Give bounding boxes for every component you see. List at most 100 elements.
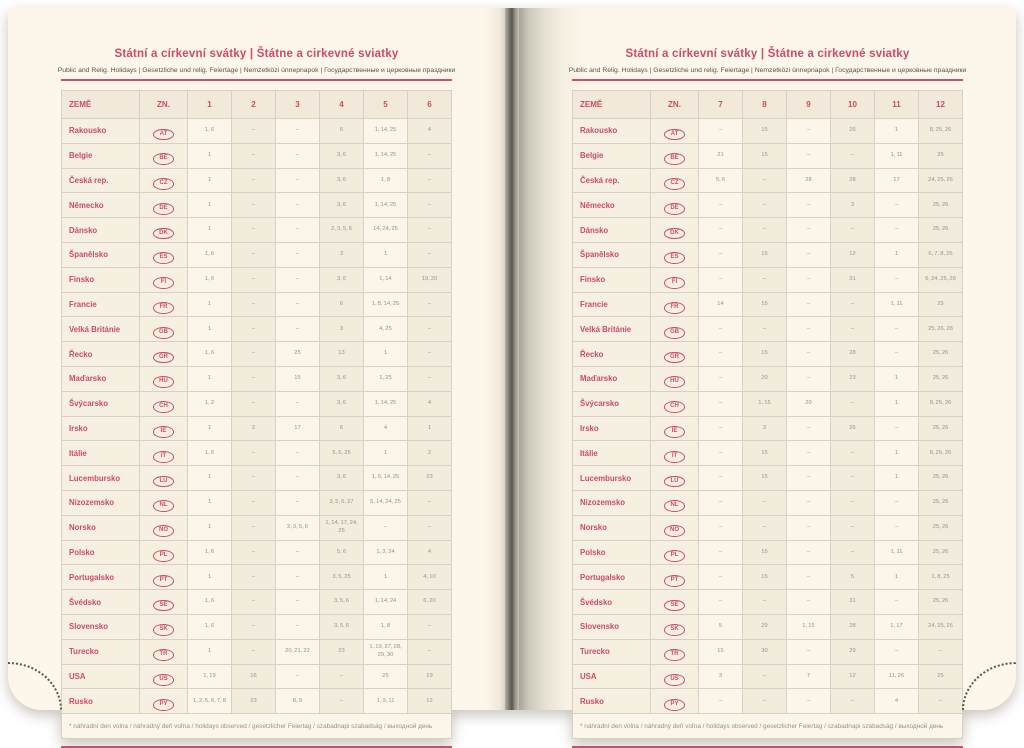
holiday-days-cell: 15 (275, 365, 320, 392)
holiday-days-cell: 3, 6 (319, 192, 364, 219)
country-name: Belgie (572, 142, 651, 169)
holiday-days-cell: 1 (187, 192, 232, 219)
country-name: Maďarsko (61, 365, 140, 392)
country-name: Česká rep. (572, 167, 651, 194)
holiday-days-cell: 25 (918, 291, 963, 318)
holiday-days-cell: 15 (742, 341, 787, 367)
holiday-days-cell: 1, 15 (786, 613, 831, 640)
holiday-days-cell: – (874, 514, 919, 541)
holiday-days-cell: 4, 10 (407, 564, 452, 591)
holiday-days-cell: – (786, 564, 831, 591)
country-row: Německo DE 1– –3, 6 1, 14, 25– (61, 192, 452, 219)
holiday-days-cell: – (698, 241, 743, 268)
country-code-badge: GR (664, 351, 685, 364)
holiday-days-cell: 3 (319, 316, 364, 343)
holiday-days-cell: – (275, 589, 320, 615)
country-code-cell: SE (650, 589, 699, 615)
holiday-days-cell: 23 (231, 688, 276, 715)
holiday-days-cell: – (742, 316, 787, 343)
country-row: Maďarsko HU 1–15 3, 6 1, 25– (61, 365, 452, 392)
right-page-content: Státní a církevní svátky | Štátne a cirk… (519, 48, 1016, 748)
holiday-days-cell: – (275, 291, 320, 318)
holiday-days-cell: 25 (363, 663, 408, 690)
country-code-cell: CZ (650, 167, 699, 194)
country-code-cell: GB (650, 316, 699, 343)
holiday-days-cell: – (786, 489, 831, 516)
country-code-badge: NO (664, 525, 685, 538)
holiday-days-cell: 1, 11 (874, 142, 919, 169)
country-code-cell: NL (650, 489, 699, 516)
holiday-days-cell: 5 (830, 564, 875, 591)
holiday-days-cell: 2 (407, 440, 452, 467)
country-code-badge: ES (664, 252, 685, 265)
country-code-cell: DE (650, 192, 699, 219)
country-row: Finsko FI – – –31–6, 24, 25, 26 (572, 266, 963, 293)
holiday-days-cell: – (231, 390, 276, 417)
holiday-days-cell: 3, 6 (319, 465, 364, 491)
holiday-days-cell: – (786, 316, 831, 343)
holiday-days-cell: – (742, 688, 787, 715)
column-header: ZN. (139, 90, 188, 119)
country-row: USA US 1, 19 16– –25 19 (61, 663, 452, 690)
holiday-days-cell: – (698, 539, 743, 566)
country-code-cell: PT (650, 564, 699, 591)
country-name: Dánsko (572, 217, 651, 243)
holiday-days-cell: – (830, 316, 875, 343)
country-code-cell: PL (650, 539, 699, 566)
country-row: Slovensko SK 1, 6– –3, 5, 6 1, 8– (61, 613, 452, 640)
holiday-days-cell: – (275, 663, 320, 690)
holiday-days-cell: – (275, 489, 320, 516)
country-code-badge: CH (664, 401, 685, 414)
country-code-badge: LU (153, 475, 174, 488)
holiday-days-cell: 1, 3, 24 (363, 539, 408, 566)
country-name: Norsko (572, 514, 651, 541)
country-name: Irsko (572, 415, 651, 442)
holiday-days-cell: 29 (830, 638, 875, 665)
holiday-days-cell: 15 (742, 465, 787, 491)
country-code-badge: DE (664, 202, 685, 215)
country-row: Belgie BE 1– –3, 6 1, 14, 25– (61, 142, 452, 169)
country-row: Řecko GR –15–28–25, 26 (572, 341, 963, 367)
country-code-badge: TR (153, 649, 174, 662)
country-code-badge: ES (153, 252, 174, 265)
country-row: Slovensko SK 5 29 1, 15 28 1, 17 24, 25, 26 (572, 613, 963, 640)
holiday-days-cell: 25, 26 (918, 589, 963, 615)
holiday-days-cell: 1, 6 (187, 241, 232, 268)
country-code-cell: HU (139, 365, 188, 392)
country-row: Irsko IE –3–26–25, 26 (572, 415, 963, 442)
country-code-badge: US (664, 674, 685, 686)
holiday-days-cell: – (231, 589, 276, 615)
holiday-days-cell: 8, 25, 26 (918, 440, 963, 467)
holiday-days-cell: 25, 26 (918, 217, 963, 243)
holiday-days-cell: 4 (407, 539, 452, 566)
holiday-days-cell: – (830, 142, 875, 169)
country-code-cell: PY (650, 688, 699, 715)
holiday-days-cell: 1, 14, 25 (363, 142, 408, 169)
holiday-days-cell: 4 (407, 118, 452, 144)
country-code-cell: IE (650, 415, 699, 442)
holiday-days-cell: 3, 5, 6 (319, 613, 364, 640)
holiday-days-cell: 1 (874, 365, 919, 392)
country-code-badge: HU (664, 376, 685, 389)
country-name: Francie (572, 291, 651, 318)
holiday-days-cell: – (742, 589, 787, 615)
holiday-days-cell: – (231, 489, 276, 516)
holiday-days-cell: – (407, 167, 452, 194)
holiday-days-cell: 25, 26, 28 (918, 316, 963, 343)
holiday-days-cell: 12 (407, 688, 452, 715)
country-code-badge: PY (664, 698, 685, 711)
holiday-days-cell: 1 (187, 167, 232, 194)
country-row: Nizozemsko NL 1– –3, 5, 6, 27 5, 14, 24, 25– (61, 489, 452, 516)
country-code-cell: FR (139, 291, 188, 318)
country-name: Švédsko (61, 589, 140, 615)
country-code-badge: AT (153, 128, 174, 141)
holiday-days-cell: 8, 25, 26 (918, 118, 963, 144)
country-row: Francie FR 1– –6 1, 8, 14, 25– (61, 291, 452, 318)
country-name: Řecko (572, 341, 651, 367)
holiday-days-cell: 1 (363, 564, 408, 591)
holiday-days-cell: 6 (319, 118, 364, 144)
country-code-badge: PL (664, 550, 685, 562)
holiday-days-cell: – (231, 192, 276, 219)
holiday-days-cell: – (231, 167, 276, 194)
country-code-badge: SE (664, 599, 685, 612)
